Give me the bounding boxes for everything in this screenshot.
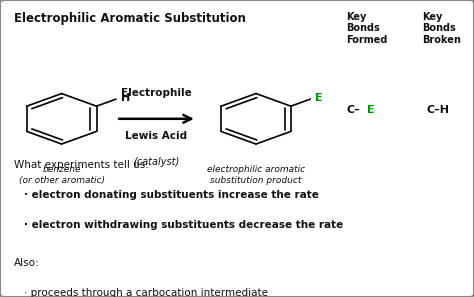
Text: benzene
(or other aromatic): benzene (or other aromatic) bbox=[18, 165, 105, 185]
Text: (catalyst): (catalyst) bbox=[133, 157, 180, 168]
Text: Electrophile: Electrophile bbox=[121, 88, 192, 98]
Text: Lewis Acid: Lewis Acid bbox=[125, 131, 188, 141]
Text: Key
Bonds
Broken: Key Bonds Broken bbox=[422, 12, 461, 45]
Text: · electron donating substituents increase the rate: · electron donating substituents increas… bbox=[24, 190, 319, 200]
Text: Key
Bonds
Formed: Key Bonds Formed bbox=[346, 12, 387, 45]
Text: Also:: Also: bbox=[14, 258, 40, 268]
Text: H: H bbox=[121, 93, 130, 103]
Text: E: E bbox=[367, 105, 375, 115]
Text: C–: C– bbox=[346, 105, 360, 115]
Text: E: E bbox=[315, 93, 323, 103]
Text: electrophilic aromatic
substitution product: electrophilic aromatic substitution prod… bbox=[207, 165, 305, 185]
Text: Electrophilic Aromatic Substitution: Electrophilic Aromatic Substitution bbox=[14, 12, 246, 25]
Text: · electron withdrawing substituents decrease the rate: · electron withdrawing substituents decr… bbox=[24, 220, 343, 230]
Text: C–H: C–H bbox=[427, 105, 450, 115]
Text: What experiments tell us:: What experiments tell us: bbox=[14, 160, 149, 170]
Text: · proceeds through a carbocation intermediate: · proceeds through a carbocation interme… bbox=[24, 288, 268, 297]
